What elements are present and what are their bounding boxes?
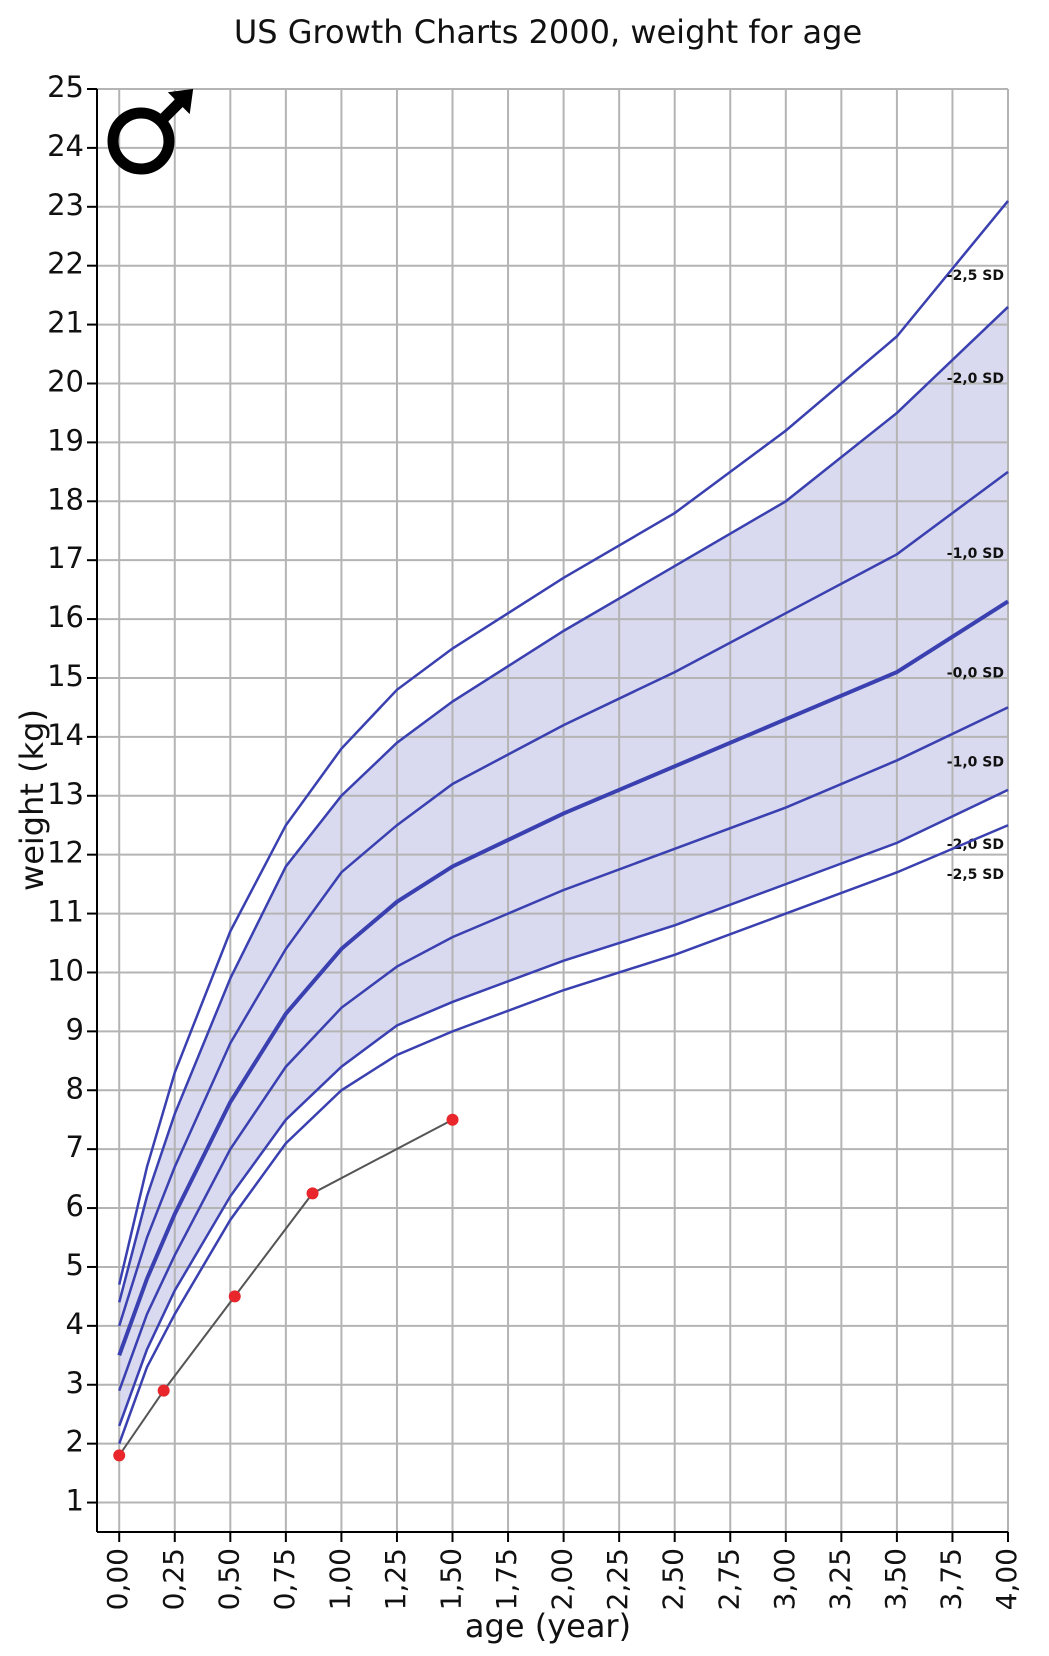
x-tick-label: 2,50 [657,1548,690,1610]
curve-label: -2,0 SD [947,371,1004,387]
y-tick-label: 3 [66,1366,84,1400]
sd-curve [118,200,1009,1285]
y-tick-label: 23 [47,188,84,222]
x-tick-label: 0,25 [157,1548,190,1610]
patient-point [113,1449,126,1462]
x-tick-label: 1,25 [379,1548,412,1610]
y-tick-label: 15 [47,659,84,693]
y-tick-label: 22 [47,247,84,281]
y-tick-label: 13 [47,777,84,811]
x-tick-label: 2,75 [712,1548,745,1610]
y-tick-label: 21 [47,306,84,340]
y-tick-label: 1 [66,1484,84,1518]
x-axis-label: age (year) [465,1607,631,1645]
curve-label: -1,0 SD [947,754,1004,770]
y-tick-label: 18 [47,482,84,516]
x-tick-label: 4,00 [990,1548,1023,1610]
patient-point [306,1187,319,1200]
sd-curve [118,470,1009,1327]
y-tick-label: 11 [47,895,84,929]
curve-label: -0,0 SD [947,665,1004,681]
y-tick-label: 24 [47,129,84,163]
x-tick-label: 1,00 [323,1548,356,1610]
y-tick-label: 10 [47,953,84,987]
x-tick-label: 3,25 [823,1548,856,1610]
y-tick-label: 17 [47,541,84,575]
plot-area: -2,5 SD -2,0 SD -1,0 SD -0,0 SD -1,0 SD -2,0 … [113,200,1010,1462]
curve-label: -2,5 SD [947,268,1004,284]
y-tick-label: 25 [47,70,84,104]
x-tick-label: 3,50 [879,1548,912,1610]
y-tick-label: 8 [66,1071,84,1105]
grid [97,88,1009,1532]
y-tick-label: 19 [47,423,84,457]
y-tick-label: 9 [66,1012,84,1046]
x-tick-label: 0,50 [212,1548,245,1610]
x-tick-label: 2,25 [601,1548,634,1610]
x-tick-label: 3,00 [768,1548,801,1610]
patient-point [446,1113,459,1126]
axes: 0,00 0,25 0,50 0,75 1,00 1,25 1,50 1,75 2,00 2,25… [47,70,1023,1610]
sd-curve [118,788,1009,1427]
y-tick-label: 6 [66,1189,84,1223]
curve-label: -1,0 SD [947,546,1004,562]
y-tick-label: 2 [66,1425,84,1459]
y-tick-label: 4 [66,1307,84,1341]
curve-label: -2,0 SD [947,837,1004,853]
sd-curve [118,824,1009,1445]
y-tick-label: 12 [47,836,84,870]
x-tick-label: 3,75 [934,1548,967,1610]
patient-point [228,1290,241,1303]
male-symbol [107,88,194,175]
y-tick-label: 5 [66,1248,84,1282]
y-tick-label: 16 [47,600,84,634]
y-tick-label: 20 [47,364,84,398]
x-tick-label: 0,00 [101,1548,134,1610]
x-tick-label: 0,75 [268,1548,301,1610]
y-tick-label: 7 [66,1130,84,1164]
x-tick-label: 1,75 [490,1548,523,1610]
sd-curve [118,306,1009,1303]
x-tick-label: 2,00 [546,1548,579,1610]
patient-point [157,1384,170,1397]
x-tick-label: 1,50 [435,1548,468,1610]
sd-curve [117,599,1010,1356]
curve-label: -2,5 SD [947,867,1004,883]
y-axis-label: weight (kg) [13,709,51,891]
y-tick-label: 14 [47,718,84,752]
chart-title: US Growth Charts 2000, weight for age [234,13,862,51]
sd-curve [118,706,1009,1392]
